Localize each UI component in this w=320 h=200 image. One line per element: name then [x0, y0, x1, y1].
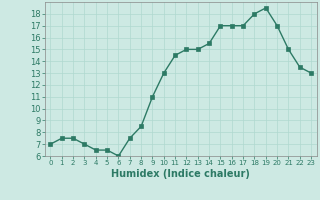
X-axis label: Humidex (Indice chaleur): Humidex (Indice chaleur) — [111, 169, 250, 179]
